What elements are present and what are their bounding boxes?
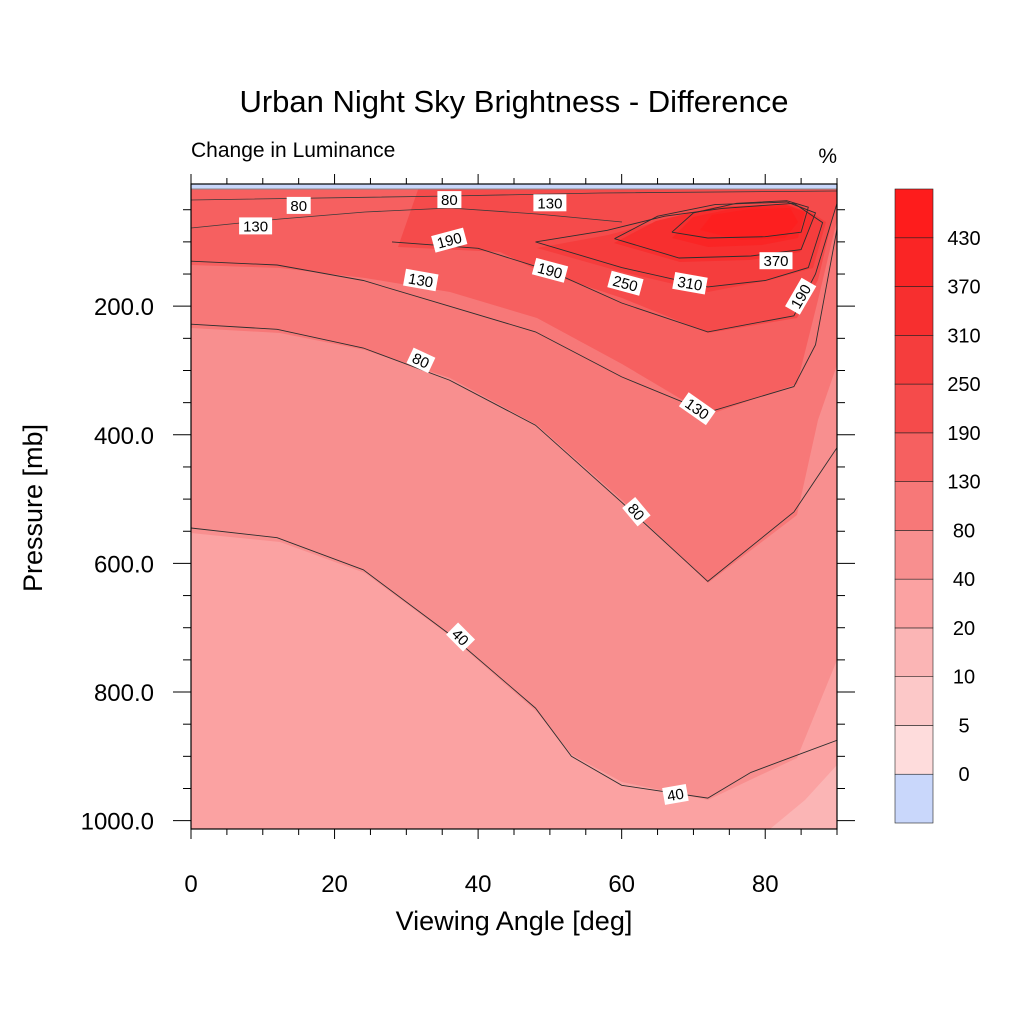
y-tick-label-200-0: 200.0 bbox=[94, 294, 154, 321]
contour-label-40: 40 bbox=[446, 622, 476, 652]
contour-label-80: 80 bbox=[286, 196, 311, 215]
colorbar-label-5: 5 bbox=[958, 715, 969, 737]
contour-label-40: 40 bbox=[662, 783, 689, 806]
colorbar-label-370: 370 bbox=[947, 277, 980, 299]
x-tick-label-40: 40 bbox=[465, 871, 492, 898]
contour-label-190: 190 bbox=[531, 257, 569, 283]
contour-label-130: 130 bbox=[533, 194, 567, 212]
y-tick-label-1000-0: 1000.0 bbox=[81, 809, 154, 836]
colorbar-label-0: 0 bbox=[958, 764, 969, 786]
colorbar-label-20: 20 bbox=[953, 618, 975, 640]
colorbar-label-130: 130 bbox=[947, 472, 980, 494]
y-axis-label: Pressure [mb] bbox=[18, 424, 48, 592]
contour-line-130 bbox=[191, 228, 837, 413]
contour-label-130: 130 bbox=[403, 268, 439, 292]
x-axis-label: Viewing Angle [deg] bbox=[396, 906, 633, 936]
colorbar-swatch bbox=[894, 188, 934, 239]
contour-label-text: 370 bbox=[763, 253, 788, 270]
colorbar-label-430: 430 bbox=[947, 228, 980, 250]
chart-subtitle-left: Change in Luminance bbox=[191, 139, 395, 162]
contour-label-text: 130 bbox=[407, 270, 435, 291]
contour-line-310 bbox=[614, 201, 817, 259]
contour-label-text: 310 bbox=[676, 274, 704, 295]
x-tick-label-80: 80 bbox=[752, 871, 779, 898]
contour-label-text: 80 bbox=[409, 350, 431, 372]
chart-units: % bbox=[818, 145, 837, 168]
colorbar-label-10: 10 bbox=[953, 667, 975, 689]
contour-label-80: 80 bbox=[406, 347, 436, 374]
colorbar-label-250: 250 bbox=[947, 374, 980, 396]
colorbar-swatch bbox=[894, 725, 934, 775]
contour-label-text: 80 bbox=[290, 198, 307, 215]
colorbar-swatch bbox=[894, 530, 934, 580]
contour-label-190: 190 bbox=[431, 227, 468, 253]
contour-label-130: 130 bbox=[239, 217, 273, 235]
x-tick-label-60: 60 bbox=[608, 871, 635, 898]
contour-label-370: 370 bbox=[759, 252, 793, 270]
contour-label-text: 130 bbox=[537, 195, 562, 212]
colorbar-swatch bbox=[894, 286, 934, 336]
contour-label-310: 310 bbox=[672, 271, 708, 295]
x-tick-label-0: 0 bbox=[184, 871, 197, 898]
y-axis: 200.0 400.0 600.0 800.0 1000.0 bbox=[81, 209, 855, 836]
contour-label-80: 80 bbox=[437, 191, 462, 209]
colorbar-swatch bbox=[894, 578, 934, 629]
colorbar-swatch bbox=[894, 773, 934, 824]
contour-label-250: 250 bbox=[607, 270, 644, 296]
colorbar: 0 5 10 20 40 80 130 190 250 310 370 430 bbox=[894, 188, 981, 824]
contour-line-40 bbox=[191, 527, 837, 799]
contour-label-text: 250 bbox=[611, 273, 640, 296]
colorbar-label-40: 40 bbox=[953, 569, 975, 591]
fill-20-40 bbox=[191, 533, 837, 829]
colorbar-swatch bbox=[894, 676, 934, 726]
fill-10-20 bbox=[770, 765, 837, 829]
colorbar-swatch bbox=[894, 335, 934, 385]
x-tick-label-20: 20 bbox=[321, 871, 348, 898]
colorbar-swatch bbox=[894, 627, 934, 677]
fill-400-plus bbox=[700, 208, 798, 240]
colorbar-swatch bbox=[894, 237, 934, 287]
colorbar-label-80: 80 bbox=[953, 520, 975, 542]
colorbar-swatch bbox=[894, 432, 934, 482]
y-tick-label-800-0: 800.0 bbox=[94, 680, 154, 707]
contour-label-text: 190 bbox=[435, 230, 464, 253]
contour-line-80 bbox=[191, 323, 837, 582]
contour-label-text: 190 bbox=[535, 260, 564, 283]
x-axis: 0 20 40 60 80 bbox=[184, 174, 838, 898]
contour-label-text: 80 bbox=[441, 192, 458, 209]
colorbar-swatch bbox=[894, 383, 934, 434]
contour-lines bbox=[191, 200, 837, 799]
y-tick-label-400-0: 400.0 bbox=[94, 423, 154, 450]
contour-line-190 bbox=[391, 203, 837, 333]
colorbar-label-310: 310 bbox=[947, 325, 980, 347]
contour-line-370 bbox=[671, 200, 809, 239]
colorbar-label-190: 190 bbox=[947, 423, 980, 445]
fill-negative bbox=[191, 184, 837, 189]
contour-label-text: 40 bbox=[666, 786, 685, 806]
colorbar-swatch bbox=[894, 481, 934, 531]
contour-label-text: 130 bbox=[243, 218, 268, 235]
chart-title: Urban Night Sky Brightness - Difference bbox=[239, 84, 788, 119]
contour-label-80: 80 bbox=[622, 497, 651, 527]
y-tick-label-600-0: 600.0 bbox=[94, 551, 154, 578]
